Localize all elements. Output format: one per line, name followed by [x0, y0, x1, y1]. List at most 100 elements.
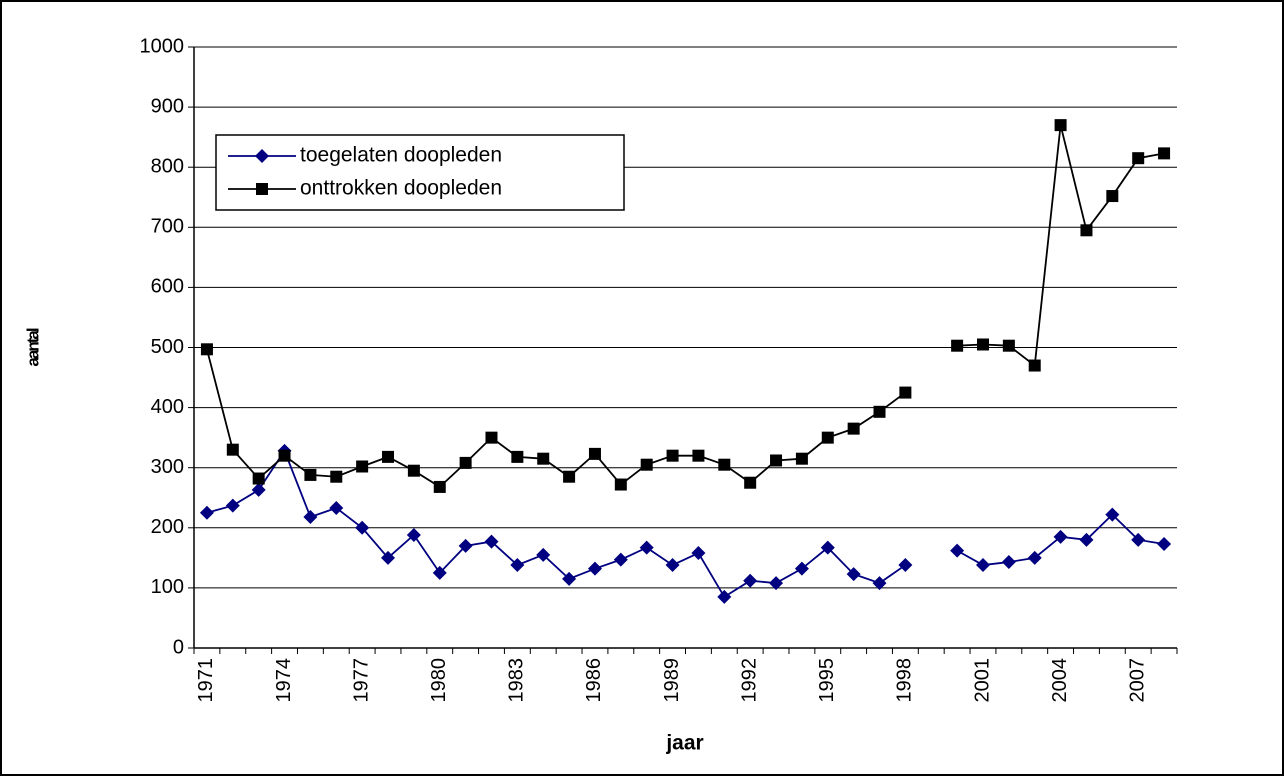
x-tick-label: 1980: [428, 658, 450, 703]
y-tick-label: 600: [151, 276, 184, 298]
data-point: [950, 543, 965, 558]
legend-marker: [255, 149, 269, 163]
y-tick-label: 900: [151, 95, 184, 117]
data-point: [587, 561, 602, 576]
data-point: [458, 538, 473, 553]
data-point: [1002, 339, 1015, 352]
legend-marker: [256, 183, 268, 195]
legend-label: onttrokken doopleden: [300, 177, 502, 200]
data-point: [330, 470, 343, 483]
data-point: [381, 550, 396, 565]
x-tick-label: 1986: [583, 658, 605, 703]
data-point: [278, 449, 291, 462]
data-point: [537, 452, 550, 465]
data-point: [562, 571, 577, 586]
data-point: [1157, 537, 1172, 552]
x-tick-label: 1983: [506, 658, 528, 703]
x-tick-label: 2004: [1049, 658, 1071, 703]
data-point: [433, 480, 446, 493]
data-point: [743, 573, 758, 588]
data-point: [1105, 507, 1120, 522]
y-tick-label: 800: [151, 155, 184, 177]
y-tick-label: 1000: [140, 35, 185, 57]
data-point: [536, 547, 551, 562]
data-point: [1132, 152, 1145, 165]
data-point: [407, 464, 420, 477]
y-tick-label: 0: [173, 636, 184, 658]
data-point: [718, 458, 731, 471]
data-point: [976, 338, 989, 351]
data-point: [665, 558, 680, 573]
data-point: [846, 567, 861, 582]
data-point: [692, 449, 705, 462]
y-tick-label: 200: [151, 516, 184, 538]
data-point: [1001, 555, 1016, 570]
data-point: [1079, 532, 1094, 547]
data-point: [666, 449, 679, 462]
data-point: [744, 476, 757, 489]
data-point: [873, 405, 886, 418]
data-point: [303, 509, 318, 524]
data-point: [899, 386, 912, 399]
x-axis-label: jaar: [665, 732, 703, 755]
data-point: [432, 565, 447, 580]
y-tick-label: 700: [151, 216, 184, 238]
data-point: [614, 478, 627, 491]
data-point: [717, 589, 732, 604]
data-point: [563, 470, 576, 483]
data-point: [769, 576, 784, 591]
data-point: [872, 576, 887, 591]
data-point: [1028, 359, 1041, 372]
data-point: [382, 450, 395, 463]
data-point: [795, 452, 808, 465]
x-tick-label: 1971: [195, 658, 217, 703]
data-point: [898, 558, 913, 573]
data-point: [588, 447, 601, 460]
data-point: [252, 472, 265, 485]
data-point: [251, 482, 266, 497]
x-tick-label: 1998: [894, 658, 916, 703]
y-axis-label: aantal: [23, 328, 42, 366]
x-tick-label: 1977: [350, 658, 372, 703]
data-point: [613, 552, 628, 567]
y-tick-label: 500: [151, 336, 184, 358]
data-point: [485, 431, 498, 444]
data-point: [511, 450, 524, 463]
data-point: [304, 468, 317, 481]
data-point: [847, 422, 860, 435]
data-point: [1080, 224, 1093, 237]
data-point: [225, 498, 240, 513]
data-point: [770, 454, 783, 467]
data-point: [1106, 190, 1119, 203]
data-point: [640, 458, 653, 471]
data-point: [226, 443, 239, 456]
data-point: [639, 540, 654, 555]
y-tick-label: 300: [151, 456, 184, 478]
legend-box: [215, 134, 625, 211]
data-point: [1131, 532, 1146, 547]
data-point: [1158, 147, 1171, 160]
data-point: [459, 456, 472, 469]
data-point: [794, 561, 809, 576]
data-point: [329, 500, 344, 515]
x-tick-label: 1974: [273, 658, 295, 703]
x-tick-label: 2001: [971, 658, 993, 703]
data-point: [1027, 550, 1042, 565]
data-point: [199, 505, 214, 520]
data-point: [691, 546, 706, 561]
data-point: [821, 431, 834, 444]
x-tick-label: 1992: [738, 658, 760, 703]
data-point: [356, 460, 369, 473]
x-tick-label: 2007: [1126, 658, 1148, 703]
data-point: [510, 558, 525, 573]
data-point: [355, 520, 370, 535]
x-tick-label: 1995: [816, 658, 838, 703]
data-point: [484, 534, 499, 549]
x-tick-label: 1989: [661, 658, 683, 703]
data-point: [406, 528, 421, 543]
y-tick-label: 100: [151, 576, 184, 598]
data-point: [975, 558, 990, 573]
data-point: [951, 339, 964, 352]
